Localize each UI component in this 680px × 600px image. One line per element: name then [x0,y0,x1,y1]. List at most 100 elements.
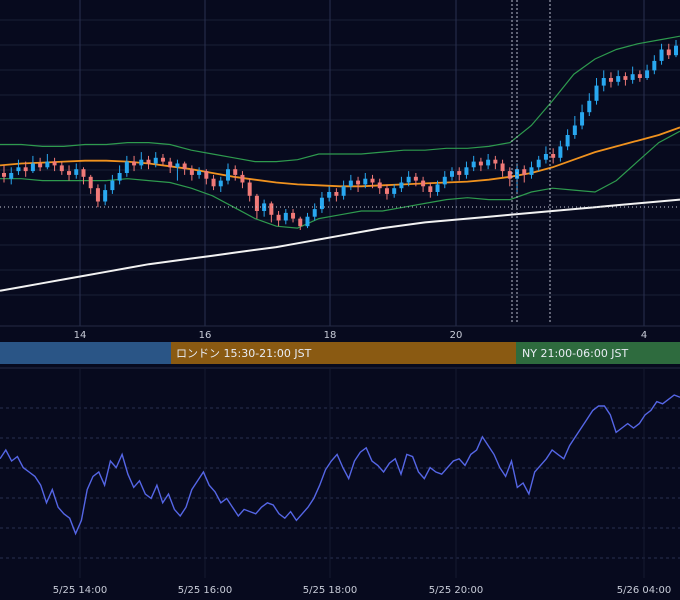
candle-body [529,167,534,175]
candle-body [160,157,165,162]
ma-short-line [0,126,680,188]
candle-body [464,167,469,175]
candle-body [9,173,14,179]
candle-body [486,159,491,166]
session-bar: ロンドン 15:30-21:00 JST NY 21:00-06:00 JST [0,342,680,364]
lower-tick-label: 5/25 18:00 [303,585,357,596]
candle-body [52,161,57,166]
candle-body [608,78,613,82]
candle-body [117,173,122,181]
candle-body [565,135,570,147]
candlesticks[interactable] [2,40,678,230]
candle-body [356,180,361,185]
session-markers [511,0,551,322]
rsi-line [0,394,680,536]
candle-body [587,100,592,113]
candle-body [435,184,440,192]
upper-time-axis: 14 16 18 20 4 [74,330,648,341]
candle-body [124,161,129,173]
session-london[interactable] [171,342,516,364]
candle-body [442,176,447,185]
bollinger-upper-line [0,35,680,163]
candle-body [103,190,108,202]
candle-body [74,169,79,175]
candle-body [493,159,498,164]
candle-body [450,171,454,177]
lower-time-axis: 5/25 14:00 5/25 16:00 5/25 18:00 5/25 20… [53,585,671,596]
candle-body [283,212,288,221]
candle-body [319,197,324,210]
candle-body [189,169,194,175]
candle-body [291,212,296,219]
candle-body [110,180,115,191]
candle-body [153,157,158,164]
lower-tick-label: 5/26 04:00 [617,585,671,596]
candle-body [132,161,137,166]
upper-tick-label: 4 [641,330,647,341]
lower-tick-label: 5/25 16:00 [178,585,232,596]
candle-body [399,182,404,189]
candle-body [500,163,505,172]
candle-body [175,163,180,168]
session-newyork[interactable] [516,342,680,364]
candle-body [59,165,64,172]
bollinger-bands [0,35,680,229]
candle-body [384,188,389,194]
candle-body [616,76,621,82]
candle-body [507,171,512,179]
lower-tick-label: 5/25 14:00 [53,585,107,596]
candle-body [363,178,368,185]
candle-body [543,154,548,160]
upper-tick-label: 14 [74,330,87,341]
candle-body [327,192,332,198]
candle-body [81,169,86,177]
candle-body [594,85,599,101]
session-london-label: ロンドン 15:30-21:00 JST [176,347,312,360]
moving-averages [0,126,680,292]
candle-body [38,163,43,168]
candle-body [95,188,100,202]
candle-body [370,178,375,183]
session-tokyo[interactable] [0,342,171,364]
candle-body [146,159,151,164]
candle-body [645,70,650,78]
candle-body [2,173,6,177]
candle-body [457,171,462,175]
candle-body [666,49,671,56]
candle-body [240,174,245,183]
candle-body [276,214,281,221]
candle-body [305,216,310,227]
candle-body [348,180,353,187]
candle-body [413,176,418,181]
candle-body [139,159,144,166]
candle-body [247,182,252,196]
candle-body [298,218,303,227]
session-newyork-label: NY 21:00-06:00 JST [522,347,629,360]
candle-body [204,171,209,179]
candle-body [197,171,202,175]
ma-long-line [0,198,680,292]
candle-body [168,161,173,168]
candle-body [659,49,664,61]
candle-body [522,169,527,175]
candle-body [334,192,339,196]
candle-body [377,182,382,189]
candle-body [601,78,606,86]
candle-body [536,159,541,168]
candle-body [623,76,628,80]
upper-tick-label: 18 [324,330,337,341]
candle-body [233,169,238,175]
candle-body [30,163,35,172]
candle-body [572,125,577,135]
candle-body [226,169,230,181]
candle-body [406,176,411,183]
candle-body [88,176,93,189]
candle-body [630,74,635,80]
candle-body [471,161,476,168]
candle-body [421,180,426,187]
candle-body [16,167,21,172]
candle-body [637,74,642,78]
candle-body [211,178,216,187]
